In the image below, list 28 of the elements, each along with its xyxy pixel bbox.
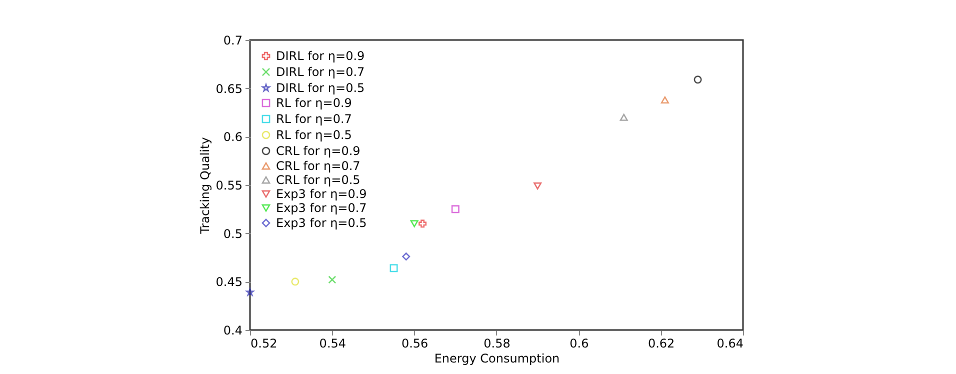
y-tick-label: 0.45: [216, 275, 242, 290]
x-tick-label: 0.64: [716, 336, 744, 350]
legend-label: Exp3 for η=0.9: [276, 187, 367, 201]
y-tick-label: 0.4: [223, 324, 242, 338]
x-tick-label: 0.52: [250, 336, 278, 350]
legend-label: RL for η=0.7: [276, 112, 352, 126]
x-tick-label: 0.6: [570, 336, 589, 350]
x-tick-label: 0.56: [401, 336, 428, 350]
y-tick-label: 0.5: [223, 226, 242, 241]
y-axis-title: Tracking Quality: [198, 137, 212, 235]
legend-label: RL for η=0.9: [276, 96, 352, 110]
y-tick-label: 0.55: [216, 178, 242, 192]
legend-label: DIRL for η=0.7: [276, 65, 365, 79]
y-tick-label: 0.65: [216, 82, 242, 96]
x-tick-label: 0.58: [484, 336, 510, 350]
legend-label: CRL for η=0.7: [276, 159, 360, 173]
legend-label: RL for η=0.5: [276, 128, 352, 142]
x-axis-title: Energy Consumption: [434, 352, 560, 366]
legend-label: Exp3 for η=0.5: [276, 216, 367, 230]
legend-label: CRL for η=0.5: [276, 173, 360, 187]
x-tick-label: 0.62: [648, 336, 675, 350]
legend-label: Exp3 for η=0.7: [276, 201, 367, 215]
legend-label: CRL for η=0.9: [276, 144, 360, 158]
x-tick-label: 0.54: [319, 336, 346, 350]
y-tick-label: 0.7: [223, 34, 242, 48]
y-tick-label: 0.6: [223, 130, 242, 144]
legend-label: DIRL for η=0.5: [276, 81, 365, 95]
legend-label: DIRL for η=0.9: [276, 49, 365, 63]
